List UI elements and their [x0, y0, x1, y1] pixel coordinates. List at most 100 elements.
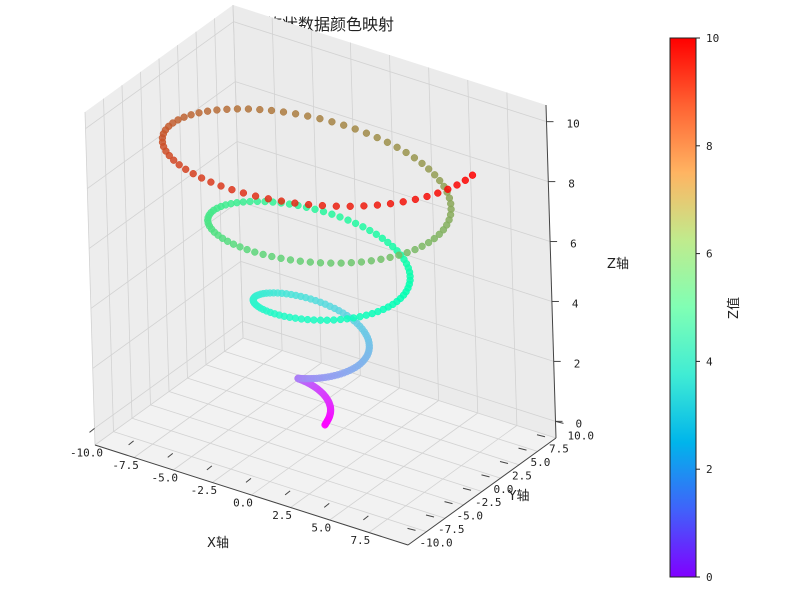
grid-line-y-floor	[131, 417, 446, 519]
colorbar-gradient	[669, 37, 697, 578]
spiral-point	[386, 253, 394, 262]
spiral-point	[189, 170, 197, 178]
grid-line-z-back	[242, 320, 556, 422]
grid-line-y-side	[177, 45, 188, 379]
grid-line-y-floor	[187, 377, 501, 479]
spiral-point	[402, 148, 410, 157]
x-tick-mark	[363, 515, 369, 521]
spiral-point	[356, 313, 364, 321]
y-tick-mark	[407, 527, 416, 531]
spiral-point	[170, 156, 178, 164]
spiral-point	[233, 105, 242, 113]
spiral-point	[336, 315, 345, 324]
grid-line-y-floor	[224, 350, 538, 452]
spiral-point	[344, 216, 352, 224]
x-tick-mark	[245, 477, 252, 483]
spiral-point	[349, 314, 358, 322]
spiral-point	[217, 182, 225, 190]
spiral-point	[346, 202, 354, 210]
spiral-point	[411, 195, 420, 204]
spiral-point	[373, 133, 381, 142]
spiral-point	[319, 207, 328, 216]
spiral-point	[378, 234, 386, 242]
spiral-point	[372, 230, 380, 238]
spiral-point	[411, 245, 419, 254]
spiral-point	[279, 108, 288, 116]
spiral-point	[430, 234, 438, 243]
spiral-point	[243, 245, 251, 254]
spiral-point	[277, 197, 286, 205]
spiral-point	[366, 226, 374, 235]
spiral-point	[322, 418, 331, 426]
spiral-point	[277, 254, 285, 262]
z-tick-label: 4	[572, 297, 579, 310]
spiral-point	[267, 106, 276, 115]
spiral-point	[351, 125, 359, 133]
x-tick-mark	[128, 440, 134, 446]
axes-edges	[94, 104, 557, 546]
spiral-point	[165, 151, 173, 160]
y-tick-label: -5.0	[457, 510, 484, 523]
colorbar-tick-label: 8	[706, 140, 713, 153]
spiral-point	[239, 198, 247, 206]
spiral-point	[327, 372, 336, 380]
spiral-point	[310, 316, 318, 324]
grid-line-z-side	[90, 201, 240, 309]
spiral-point	[362, 129, 371, 137]
spiral-point	[264, 195, 272, 203]
spiral-point	[316, 316, 325, 324]
spiral-point	[195, 109, 203, 117]
grid-line-x-back	[310, 29, 322, 364]
spiral-point	[439, 226, 448, 234]
spiral-point	[386, 200, 395, 208]
spiral-point	[395, 251, 403, 259]
grid-line-y-side	[84, 111, 96, 446]
spiral-point	[336, 213, 344, 221]
y-tick-mark	[518, 447, 527, 451]
spiral-points	[158, 105, 477, 429]
x-tick-label: 2.5	[272, 509, 292, 522]
y-tick-label: 10.0	[568, 429, 595, 442]
grid-line-y-floor	[168, 391, 483, 492]
y-tick-label: 0.0	[494, 483, 514, 496]
y-tick-mark	[536, 434, 546, 438]
spiral-point	[304, 112, 312, 120]
spiral-point	[337, 259, 345, 267]
z-axis-label: Z轴	[607, 257, 629, 272]
spiral-point	[444, 185, 452, 193]
spiral-point	[268, 252, 276, 261]
x-tick-label: -7.5	[112, 459, 139, 472]
spiral-point	[377, 255, 385, 263]
y-tick-label: 5.0	[531, 456, 551, 469]
grid-line-z-back	[240, 261, 554, 362]
grid-line-y-side	[103, 98, 114, 432]
spiral-point	[328, 210, 336, 218]
spiral-point	[228, 186, 236, 194]
spiral-point	[259, 250, 267, 259]
grid-line-y-side	[232, 4, 244, 339]
x-tick-label: -2.5	[191, 484, 218, 497]
x-tick-label: -10.0	[70, 446, 103, 459]
x-tick-label: 0.0	[233, 496, 253, 509]
spiral-point	[425, 165, 433, 173]
spiral-point	[367, 257, 375, 265]
x-axis-label: X轴	[207, 536, 229, 551]
grid-line-y-side	[140, 71, 151, 405]
spiral-point	[393, 143, 401, 151]
spiral-point	[316, 115, 324, 123]
grid-line-y-floor	[113, 431, 427, 533]
spiral-point	[453, 181, 461, 189]
spiral-point	[303, 315, 312, 324]
y-tick-label: 2.5	[512, 469, 532, 482]
spiral-point	[304, 200, 313, 209]
spiral-point	[318, 201, 327, 210]
y-axis-label: Y轴	[508, 489, 530, 504]
spiral-point	[286, 256, 295, 264]
grid-line-x-back	[428, 67, 440, 401]
spiral-point	[251, 192, 260, 200]
spiral-point	[418, 159, 426, 168]
spiral-point	[180, 113, 188, 121]
y-tick-mark	[425, 514, 435, 518]
colorbar-tick-label: 6	[706, 248, 713, 261]
